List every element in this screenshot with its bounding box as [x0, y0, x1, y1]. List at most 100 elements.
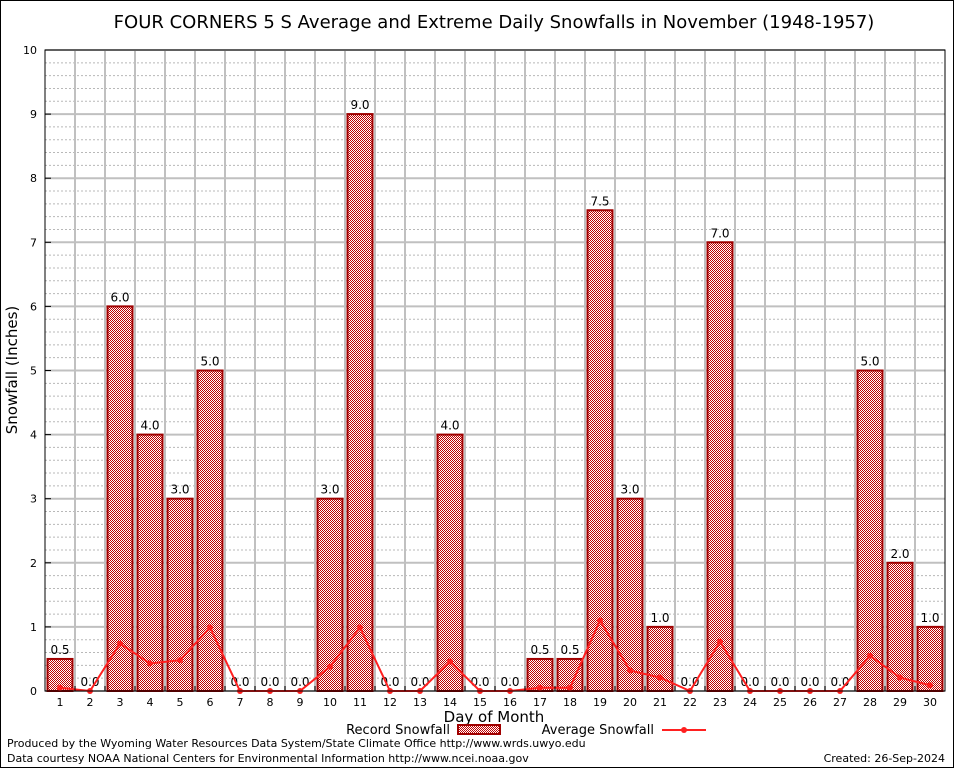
x-tick-label: 8	[267, 696, 274, 709]
average-point	[567, 684, 573, 691]
y-tick-label: 3	[30, 493, 37, 506]
x-tick-label: 24	[743, 696, 757, 709]
y-tick-label: 8	[30, 172, 37, 185]
bar-value-label: 0.0	[80, 675, 99, 689]
x-tick-label: 10	[323, 696, 337, 709]
record-bar	[706, 241, 734, 693]
record-bar	[916, 625, 944, 693]
bar-value-label: 2.0	[890, 547, 909, 561]
x-tick-label: 14	[443, 696, 457, 709]
x-tick-label: 9	[297, 696, 304, 709]
bar-value-label: 7.0	[710, 226, 729, 240]
legend-record-swatch	[457, 724, 501, 735]
bar-value-label: 3.0	[170, 483, 189, 497]
average-point	[537, 684, 543, 691]
average-point	[897, 674, 903, 681]
bar-value-label: 0.0	[740, 675, 759, 689]
x-tick-label: 13	[413, 696, 427, 709]
footer-courtesy: Data courtesy NOAA National Centers for …	[7, 752, 529, 765]
average-point	[597, 617, 603, 624]
bar-value-label: 0.0	[290, 675, 309, 689]
bar-value-label: 4.0	[440, 419, 459, 433]
bar-value-label: 0.0	[770, 675, 789, 689]
record-bar	[136, 433, 164, 692]
y-tick-label: 10	[23, 44, 37, 57]
record-bar	[196, 369, 224, 692]
average-point	[627, 667, 633, 674]
bar-value-label: 0.5	[530, 643, 549, 657]
x-tick-label: 29	[893, 696, 907, 709]
x-tick-label: 26	[803, 696, 817, 709]
bar-value-label: 9.0	[350, 98, 369, 112]
bar-value-label: 0.5	[560, 643, 579, 657]
x-tick-label: 1	[57, 696, 64, 709]
footer-produced: Produced by the Wyoming Water Resources …	[7, 737, 586, 750]
bar-value-label: 0.0	[380, 675, 399, 689]
bar-value-label: 0.5	[50, 643, 69, 657]
bar-value-label: 0.0	[500, 675, 519, 689]
average-point	[867, 652, 873, 659]
bar-value-label: 1.0	[650, 611, 669, 625]
y-tick-label: 1	[30, 621, 37, 634]
bar-value-label: 0.0	[680, 675, 699, 689]
average-point	[147, 660, 153, 667]
y-axis-label: Snowfall (Inches)	[3, 306, 21, 434]
record-bar	[436, 433, 464, 692]
bar-value-label: 0.0	[470, 675, 489, 689]
average-point	[207, 624, 213, 631]
x-tick-label: 3	[117, 696, 124, 709]
record-bar	[586, 209, 614, 692]
legend-record-label: Record Snowfall	[346, 723, 450, 738]
bar-value-label: 5.0	[200, 355, 219, 369]
x-tick-label: 30	[923, 696, 937, 709]
x-tick-label: 4	[147, 696, 154, 709]
record-bar	[616, 497, 644, 693]
y-tick-label: 0	[30, 685, 37, 698]
x-tick-label: 27	[833, 696, 847, 709]
average-point	[927, 682, 933, 689]
average-point	[327, 663, 333, 670]
bar-value-label: 3.0	[320, 483, 339, 497]
legend-average-marker	[681, 727, 687, 733]
x-tick-label: 2	[87, 696, 94, 709]
x-tick-label: 7	[237, 696, 244, 709]
x-tick-label: 20	[623, 696, 637, 709]
footer-created: Created: 26-Sep-2024	[823, 752, 945, 765]
x-tick-label: 23	[713, 696, 727, 709]
x-tick-label: 28	[863, 696, 877, 709]
average-point	[117, 640, 123, 647]
x-tick-label: 5	[177, 696, 184, 709]
average-point	[57, 684, 63, 691]
x-tick-label: 16	[503, 696, 517, 709]
record-bar	[106, 305, 134, 692]
bar-value-label: 7.5	[590, 194, 609, 208]
bar-value-label: 3.0	[620, 483, 639, 497]
x-tick-label: 15	[473, 696, 487, 709]
average-point	[177, 657, 183, 664]
x-tick-label: 11	[353, 696, 367, 709]
y-tick-label: 4	[30, 429, 37, 442]
x-tick-label: 12	[383, 696, 397, 709]
record-bar	[316, 497, 344, 693]
x-tick-label: 17	[533, 696, 547, 709]
y-tick-label: 7	[30, 236, 37, 249]
x-tick-label: 6	[207, 696, 214, 709]
y-tick-label: 6	[30, 300, 37, 313]
legend-average-label: Average Snowfall	[542, 723, 654, 738]
record-bar	[856, 369, 884, 692]
x-tick-label: 22	[683, 696, 697, 709]
x-axis-label: Day of Month	[444, 708, 545, 726]
average-point	[447, 658, 453, 665]
x-tick-label: 21	[653, 696, 667, 709]
bar-value-label: 0.0	[800, 675, 819, 689]
legend: Record Snowfall Average Snowfall	[346, 723, 706, 738]
bar-value-label: 6.0	[110, 290, 129, 304]
y-tick-label: 9	[30, 108, 37, 121]
y-tick-label: 2	[30, 557, 37, 570]
average-point	[357, 624, 363, 631]
y-tick-label: 5	[30, 365, 37, 378]
bar-value-label: 4.0	[140, 419, 159, 433]
record-bar	[886, 561, 914, 692]
average-point	[657, 674, 663, 681]
